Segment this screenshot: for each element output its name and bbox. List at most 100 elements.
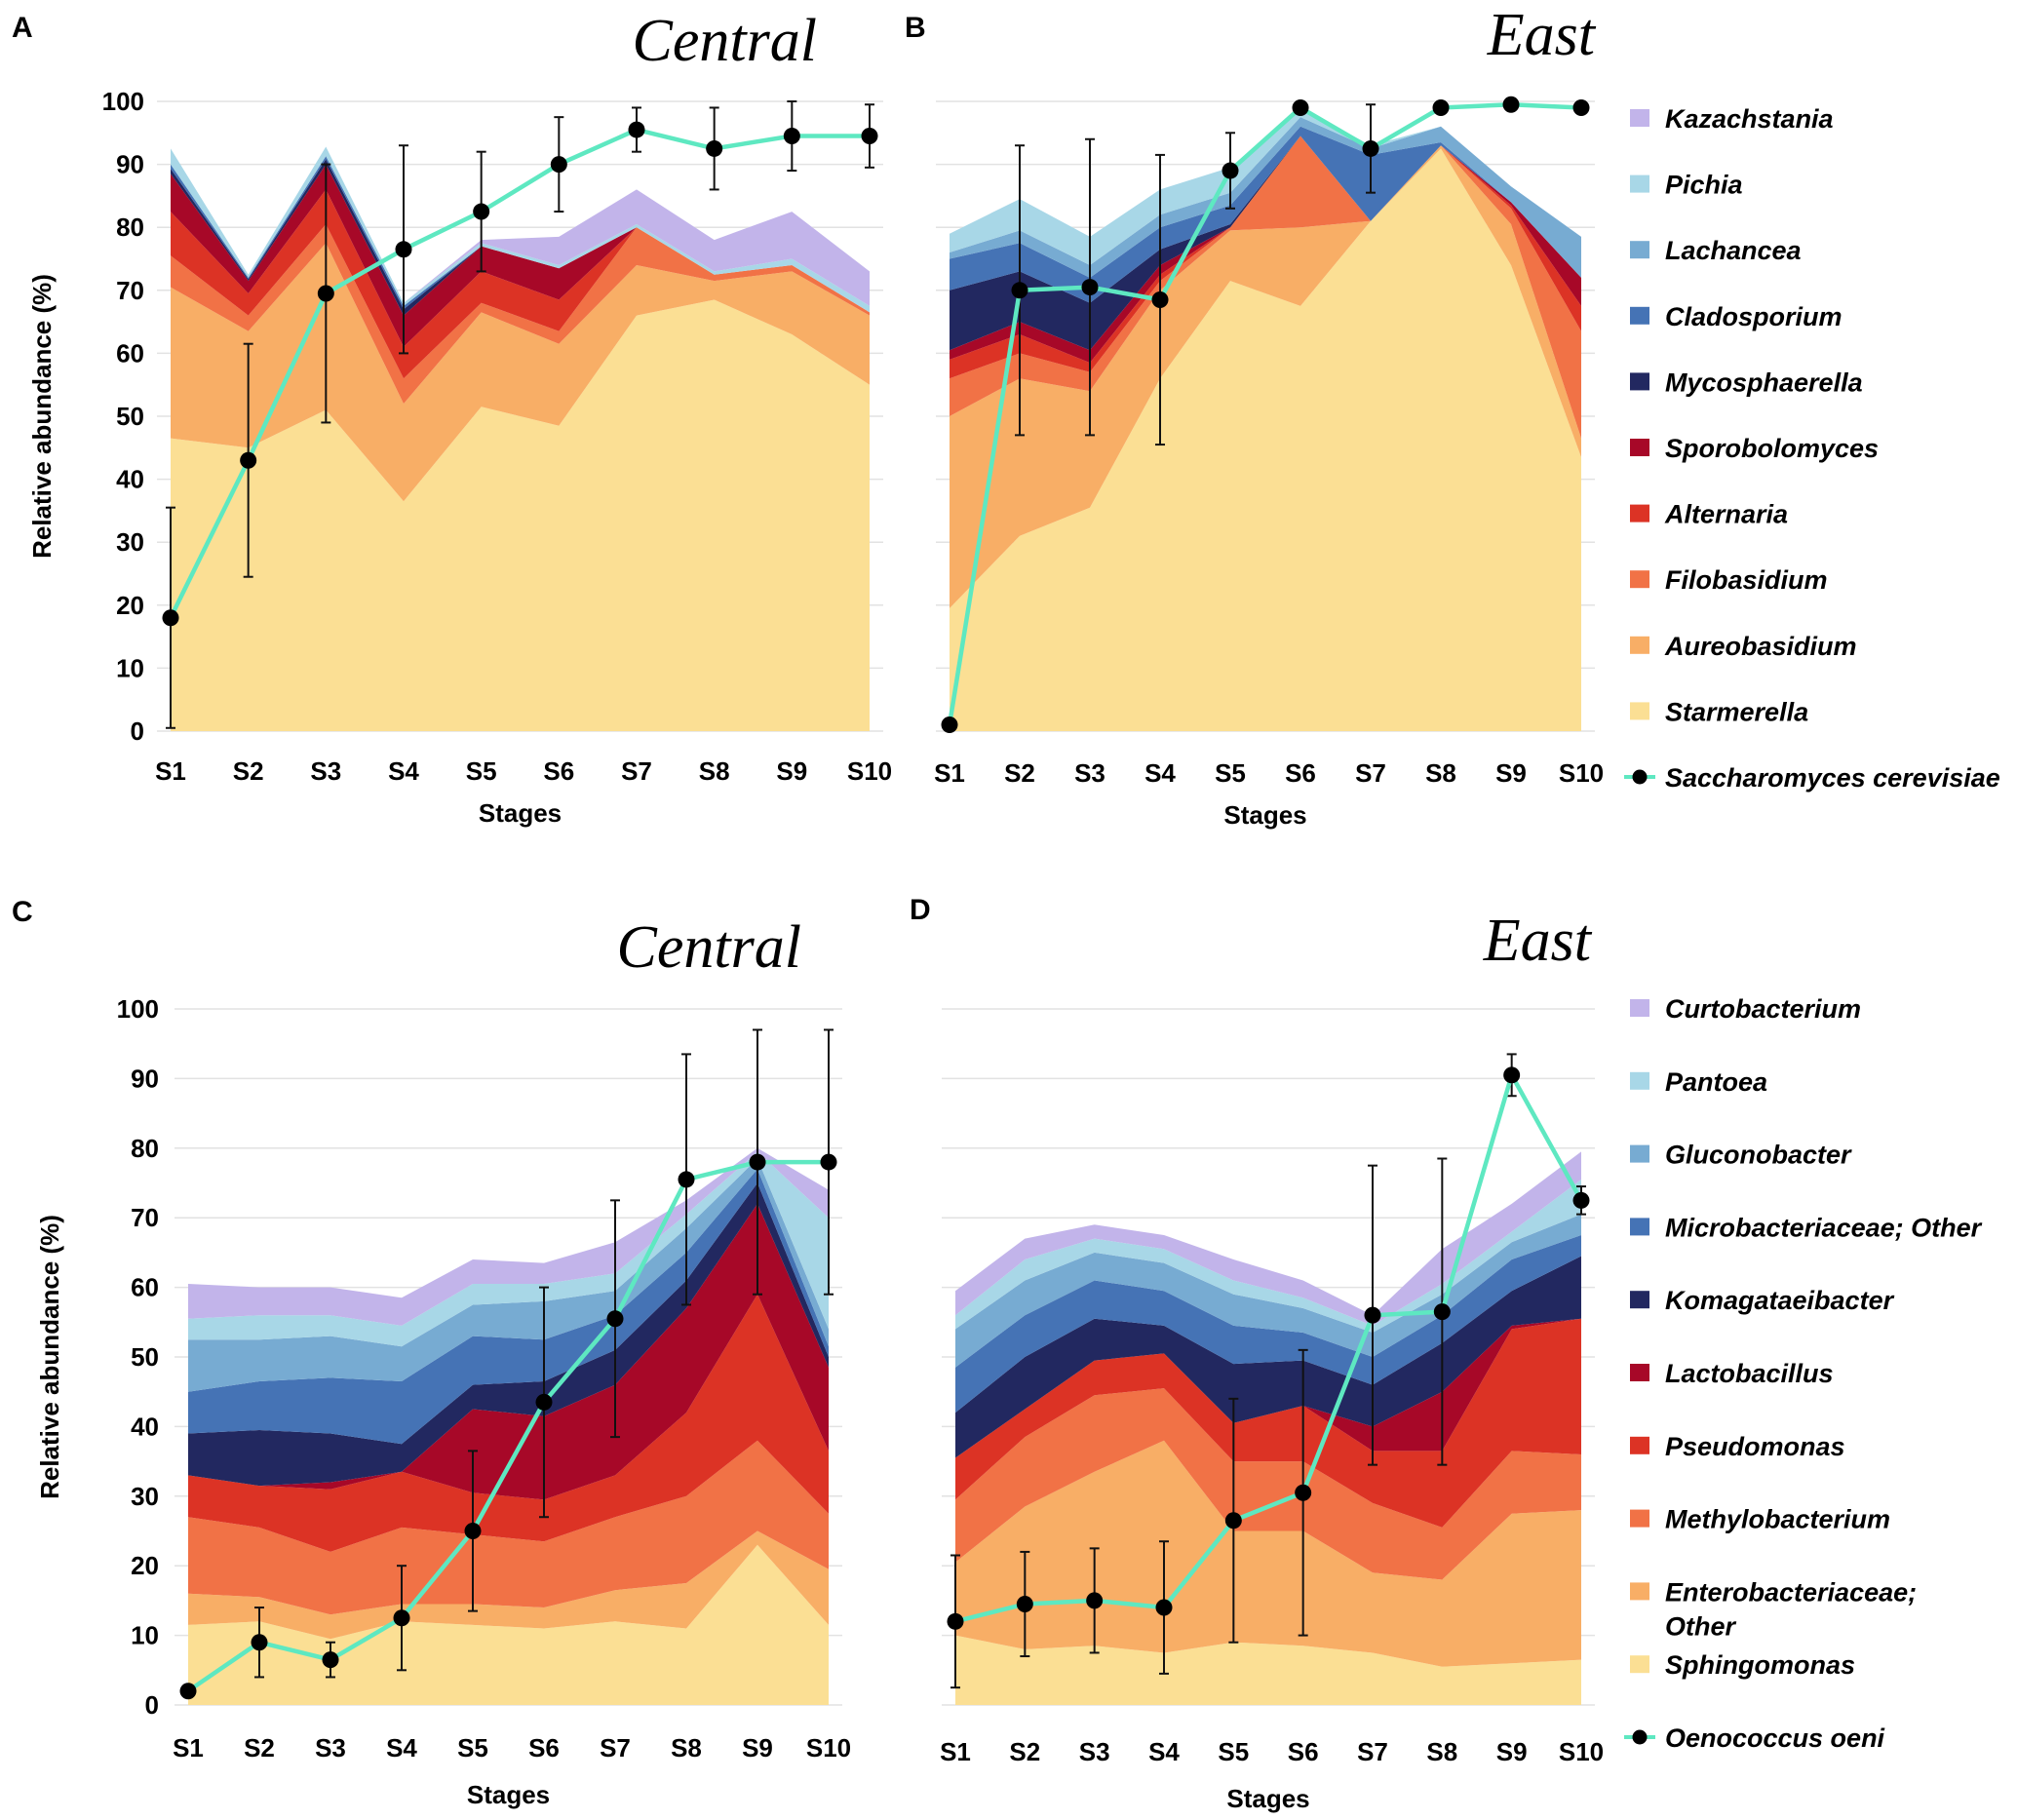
line-marker [473, 203, 490, 220]
area-lactobacillus [188, 1203, 829, 1500]
legend-swatch [1630, 570, 1649, 589]
panel-title: East [1487, 2, 1597, 68]
legend-label: Other [1665, 1611, 1737, 1641]
y-tick-label: 50 [131, 1342, 159, 1372]
line-marker [861, 128, 878, 145]
line-marker [179, 1683, 197, 1700]
panel-A: A Central 0 10 20 30 40 50 60 70 80 90 100 Relative a… [12, 8, 892, 828]
x-tick-label: S10 [847, 756, 892, 786]
x-tick-label: S1 [940, 1737, 971, 1766]
area-komagataeibacter [188, 1182, 829, 1487]
area-lactobacillus [955, 1318, 1581, 1458]
panel-letter: C [12, 896, 33, 928]
y-tick-label: 10 [116, 653, 144, 682]
line-marker [1502, 96, 1520, 113]
area-sphingomonas [955, 1635, 1581, 1705]
line-marker [393, 1609, 410, 1627]
y-tick-label: 50 [116, 402, 144, 431]
legend-2: Curtobacterium Pantoea Gluconobacter Microb… [1624, 994, 1983, 1753]
y-tick-label: 90 [131, 1064, 159, 1093]
legend-swatch [1630, 306, 1649, 325]
area-komagataeibacter [955, 1256, 1581, 1458]
legend-swatch [1630, 702, 1649, 720]
x-tick-label: S1 [173, 1733, 204, 1762]
x-tick-label: S4 [1144, 758, 1176, 788]
y-tick-label: 80 [131, 1134, 159, 1163]
y-tick-label: 40 [131, 1412, 159, 1441]
x-tick-label: S2 [1009, 1737, 1040, 1766]
area-starmerella [950, 148, 1581, 731]
line-marker [1364, 1306, 1381, 1324]
legend-swatch [1630, 372, 1649, 391]
area-aureobasidium [171, 243, 870, 502]
y-tick-label: 20 [131, 1551, 159, 1580]
x-tick-label: S4 [386, 1733, 417, 1762]
y-axis-label: Relative abundance (%) [35, 1215, 64, 1499]
line-marker [1292, 98, 1309, 116]
area-microbacteriaceae-other [955, 1235, 1581, 1413]
legend-swatch [1630, 1144, 1649, 1163]
legend-swatch [1630, 999, 1649, 1017]
legend-label: Sporobolomyces [1665, 434, 1879, 463]
y-tick-label: 70 [131, 1203, 159, 1232]
legend-label: Methylobacterium [1665, 1505, 1890, 1534]
x-tick-label: S6 [1285, 758, 1316, 788]
x-tick-label: S3 [1074, 758, 1105, 788]
x-tick-label: S1 [155, 756, 186, 786]
x-tick-label: S7 [1355, 758, 1386, 788]
line-marker [706, 139, 723, 157]
x-tick-label: S8 [699, 756, 730, 786]
line-marker [1081, 279, 1099, 296]
panel-letter: B [905, 12, 926, 44]
legend-swatch [1630, 1291, 1649, 1309]
x-tick-label: S7 [1357, 1737, 1388, 1766]
x-tick-label: S6 [543, 756, 574, 786]
legend-label: Pantoea [1665, 1067, 1767, 1097]
legend-label: Lachancea [1665, 236, 1802, 265]
legend-label: Pichia [1665, 171, 1743, 200]
line-marker [783, 128, 800, 145]
line-marker [1503, 1066, 1521, 1084]
x-axis-label: Stages [1223, 800, 1306, 830]
x-tick-label: S2 [233, 756, 264, 786]
line-marker [947, 1612, 964, 1630]
line-series [168, 127, 870, 619]
legend-label: Cladosporium [1665, 302, 1842, 331]
y-axis-label: Relative abundance (%) [27, 274, 57, 559]
panel-letter: D [910, 894, 931, 926]
line-marker [535, 1393, 553, 1411]
y-tick-label: 80 [116, 213, 144, 242]
x-tick-label: S5 [1218, 1737, 1249, 1766]
x-tick-label: S6 [1288, 1737, 1319, 1766]
legend-label: Lactobacillus [1665, 1359, 1834, 1388]
legend-swatch [1630, 636, 1649, 654]
x-tick-label: S4 [1148, 1737, 1180, 1766]
legend-label: Aureobasidium [1664, 632, 1857, 661]
line-marker [1016, 1595, 1033, 1612]
area-methylobacterium [955, 1388, 1581, 1580]
x-tick-label: S10 [806, 1733, 851, 1762]
area-sporobolomyces [171, 164, 870, 347]
panel-B: B East S1 S2 S3 S4 S5 S6 S7 S8 S9 S10 Stages [905, 2, 1604, 830]
area-pseudomonas [188, 1294, 829, 1552]
x-tick-label: S8 [1425, 758, 1456, 788]
area-mycosphaerella [950, 136, 1581, 351]
panel-title: Central [617, 914, 801, 981]
y-tick-label: 10 [131, 1621, 159, 1650]
y-tick-label: 100 [117, 994, 159, 1024]
area-pichia [950, 107, 1581, 265]
legend-label: Oenococcus oeni [1665, 1723, 1885, 1753]
legend-swatch [1630, 1071, 1649, 1090]
x-tick-label: S2 [244, 1733, 275, 1762]
area-methylobacterium [188, 1440, 829, 1615]
area-enterobacteriaceae-other [955, 1440, 1581, 1667]
x-axis-label: Stages [467, 1780, 550, 1809]
line-marker [1572, 98, 1590, 116]
x-tick-label: S7 [600, 1733, 631, 1762]
panel-title: East [1483, 908, 1593, 974]
legend-swatch [1630, 504, 1649, 523]
line-marker [550, 156, 567, 174]
x-tick-label: S9 [742, 1733, 773, 1762]
line-marker [749, 1153, 766, 1171]
area-microbacteriaceae-other [188, 1169, 829, 1445]
